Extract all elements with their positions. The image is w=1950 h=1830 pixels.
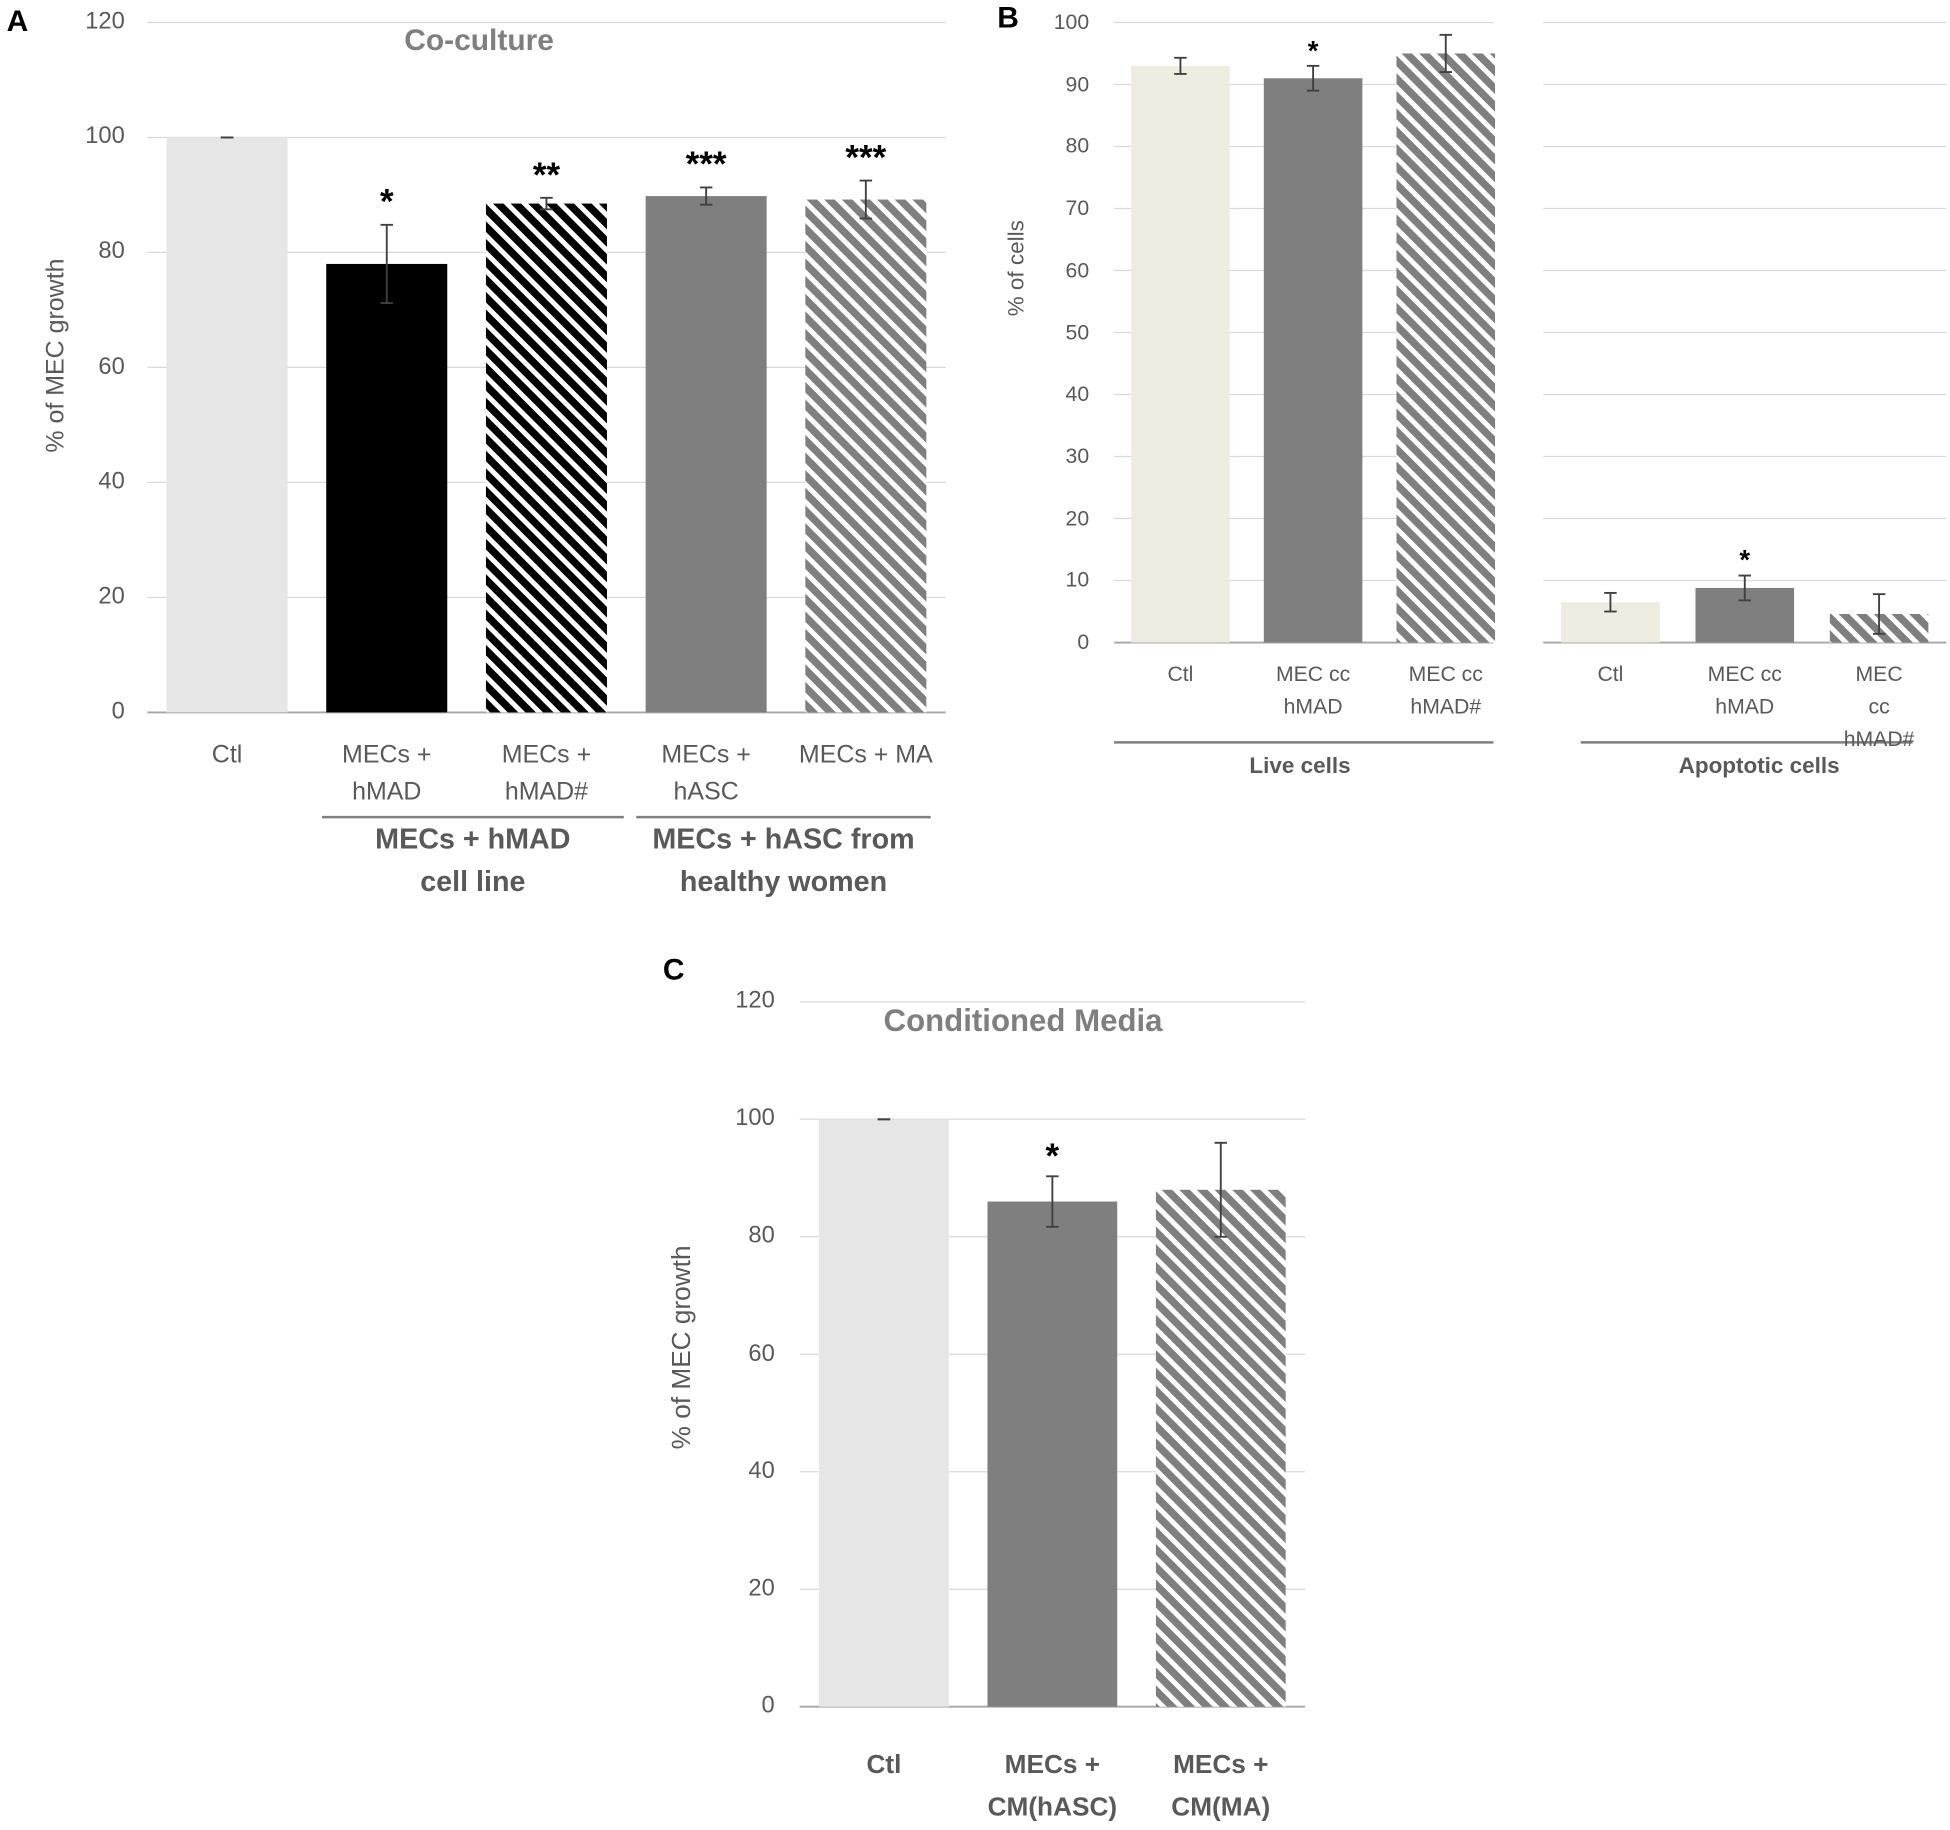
chart-title: Conditioned Media	[883, 1003, 1163, 1039]
y-tick-label: 70	[1065, 196, 1090, 221]
y-tick-label: 90	[1065, 72, 1090, 96]
group-label: MECs + hASC from healthy women	[652, 822, 915, 898]
x-tick-label: MECs + MA	[798, 741, 933, 769]
y-tick-label: 80	[1065, 134, 1090, 158]
y-tick-label: 100	[1053, 10, 1090, 34]
y-tick-label: 40	[748, 1457, 775, 1484]
y-tick-label: 30	[1065, 444, 1090, 469]
significance-marker: *	[1739, 544, 1751, 576]
y-axis-label: % of cells	[1003, 220, 1029, 317]
significance-marker: ***	[845, 138, 887, 177]
y-tick-label: 40	[1065, 382, 1090, 407]
bar	[645, 196, 767, 713]
y-axis-label: % of MEC growth	[667, 1245, 697, 1450]
x-tick-label: MECs + CM(hASC)	[987, 1750, 1118, 1822]
x-tick-label: MECs + hMAD#	[501, 741, 592, 806]
chart-title: Co-culture	[404, 23, 554, 58]
significance-marker: *	[1307, 34, 1319, 66]
y-tick-label: 0	[1077, 630, 1090, 655]
panel-tag: A	[6, 4, 29, 39]
y-tick-label: 50	[1065, 320, 1090, 345]
bar	[805, 199, 927, 713]
significance-marker: ***	[685, 145, 727, 184]
x-tick-label: MECs + hMAD	[342, 741, 432, 806]
x-tick-label: MEC cc hMAD#	[1408, 662, 1483, 719]
y-tick-label: 60	[748, 1340, 775, 1367]
x-tick-label: MEC cc hMAD	[1275, 662, 1351, 719]
panel-tag: C	[662, 953, 685, 987]
group-label: MECs + hMAD cell line	[375, 822, 571, 898]
significance-marker: *	[379, 182, 394, 222]
y-tick-label: 100	[735, 1105, 775, 1132]
x-tick-label: MEC cc hMAD#	[1843, 662, 1915, 752]
x-tick-label: MEC cc hMAD	[1707, 662, 1782, 719]
x-tick-label: Ctl	[211, 741, 243, 769]
significance-marker: **	[532, 155, 561, 195]
panel-label: Apoptotic cells	[1678, 752, 1840, 778]
y-axis-label: % of MEC growth	[42, 258, 70, 453]
x-tick-label: MECs + CM(MA)	[1171, 1750, 1271, 1822]
bar	[1396, 53, 1496, 643]
y-tick-label: 10	[1065, 568, 1090, 593]
bar	[819, 1119, 949, 1707]
bar	[1155, 1189, 1286, 1707]
y-tick-label: 20	[98, 583, 125, 610]
y-tick-label: 120	[735, 987, 775, 1014]
bar	[326, 263, 448, 713]
y-tick-label: 0	[111, 698, 125, 725]
bar	[1131, 65, 1230, 643]
x-tick-label: Ctl	[1597, 662, 1624, 687]
panel-label: Live cells	[1249, 752, 1351, 778]
y-tick-label: 40	[98, 468, 125, 495]
bar	[1263, 78, 1363, 643]
y-tick-label: 20	[1065, 506, 1090, 531]
panel-tag: B	[997, 1, 1019, 35]
y-tick-label: 80	[748, 1222, 775, 1249]
y-tick-label: 60	[98, 353, 125, 380]
y-tick-label: 100	[85, 123, 125, 150]
significance-marker: *	[1045, 1136, 1060, 1176]
y-tick-label: 120	[85, 8, 125, 35]
bar	[987, 1201, 1118, 1707]
bar	[166, 137, 288, 713]
y-tick-label: 60	[1065, 258, 1090, 283]
y-tick-label: 20	[748, 1575, 775, 1602]
y-tick-label: 0	[761, 1692, 775, 1719]
x-tick-label: Ctl	[866, 1750, 902, 1780]
bar	[485, 203, 607, 713]
y-tick-label: 80	[98, 238, 125, 265]
x-tick-label: Ctl	[1167, 662, 1194, 687]
x-tick-label: MECs + hASC	[661, 741, 751, 806]
